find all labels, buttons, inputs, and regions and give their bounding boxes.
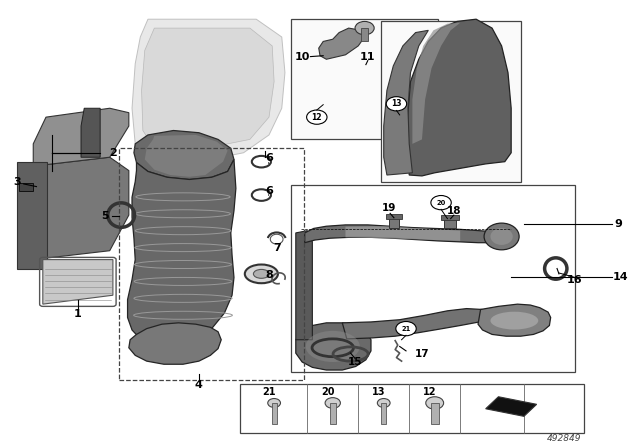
Bar [441, 215, 459, 220]
Text: 21: 21 [262, 387, 276, 397]
Text: 15: 15 [348, 357, 362, 367]
Bar [389, 217, 399, 228]
Circle shape [355, 22, 374, 35]
Text: 1: 1 [74, 309, 82, 319]
Polygon shape [17, 162, 47, 268]
Bar [291, 185, 575, 372]
Ellipse shape [253, 269, 269, 278]
Bar [431, 403, 438, 424]
Text: 2: 2 [109, 148, 116, 158]
Polygon shape [132, 19, 285, 162]
Ellipse shape [306, 331, 360, 362]
Polygon shape [412, 23, 460, 144]
Circle shape [396, 322, 416, 336]
Ellipse shape [245, 264, 278, 283]
Text: 19: 19 [381, 203, 396, 213]
Polygon shape [134, 130, 234, 180]
Polygon shape [342, 309, 483, 339]
Circle shape [378, 399, 390, 407]
Polygon shape [346, 226, 460, 241]
Text: 14: 14 [612, 272, 628, 282]
Polygon shape [478, 304, 550, 336]
Bar [381, 403, 387, 424]
Polygon shape [296, 323, 371, 370]
Text: 18: 18 [447, 206, 461, 215]
Text: 13: 13 [372, 387, 385, 397]
Polygon shape [319, 28, 365, 59]
Text: 10: 10 [294, 52, 310, 61]
Polygon shape [33, 108, 129, 166]
Polygon shape [145, 135, 228, 177]
Circle shape [387, 97, 406, 111]
Text: 6: 6 [265, 185, 273, 196]
Polygon shape [296, 231, 312, 340]
Polygon shape [43, 260, 113, 304]
Bar [119, 148, 304, 380]
Polygon shape [384, 30, 428, 175]
Polygon shape [408, 19, 511, 176]
Text: 7: 7 [273, 243, 280, 254]
Polygon shape [20, 157, 129, 260]
Text: 16: 16 [567, 275, 582, 284]
Text: 5: 5 [101, 211, 108, 221]
Text: 20: 20 [321, 387, 334, 397]
Bar [291, 19, 438, 139]
Bar [271, 403, 276, 424]
Text: 13: 13 [391, 99, 402, 108]
Circle shape [268, 399, 280, 407]
Bar [444, 219, 456, 228]
Ellipse shape [484, 223, 519, 250]
Circle shape [325, 398, 340, 408]
Polygon shape [129, 323, 221, 364]
Text: 9: 9 [614, 219, 622, 229]
Text: 17: 17 [415, 349, 429, 359]
Text: 12: 12 [312, 112, 322, 122]
Text: 21: 21 [401, 326, 411, 332]
Text: 11: 11 [360, 52, 376, 62]
Bar [241, 384, 584, 433]
Text: 4: 4 [195, 380, 203, 390]
Text: 12: 12 [423, 387, 436, 397]
Bar [330, 403, 336, 424]
Ellipse shape [490, 228, 513, 245]
Bar [381, 22, 521, 182]
Bar [362, 28, 368, 42]
Polygon shape [486, 397, 537, 416]
Polygon shape [81, 108, 100, 157]
Text: 8: 8 [265, 270, 273, 280]
Polygon shape [141, 28, 274, 148]
Circle shape [426, 397, 444, 409]
Bar [19, 183, 33, 190]
Polygon shape [127, 159, 236, 348]
Text: 492849: 492849 [547, 434, 581, 443]
Text: 6: 6 [265, 153, 273, 163]
Ellipse shape [490, 312, 538, 330]
Polygon shape [305, 225, 499, 243]
Circle shape [431, 195, 451, 210]
Text: 20: 20 [436, 200, 445, 206]
Text: 3: 3 [13, 177, 21, 187]
Bar [386, 214, 402, 219]
Circle shape [307, 110, 327, 124]
